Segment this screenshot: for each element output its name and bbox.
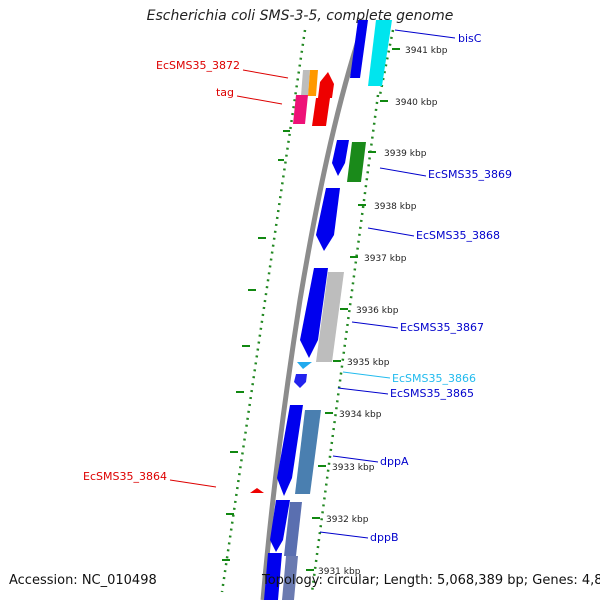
cds-secondary (282, 20, 392, 600)
gene-leader-line (169, 479, 217, 488)
tick-label: 3937 kbp (364, 254, 407, 264)
tick-label: 3941 kbp (405, 46, 448, 56)
gene-label[interactable]: EcSMS35_3868 (416, 229, 500, 242)
gene-leader-line (337, 387, 389, 395)
gc-skew-bars (222, 130, 290, 561)
gene-leader-line (242, 69, 289, 79)
gene-leader-line (319, 531, 369, 539)
accession-text: Accession: NC_010498 (9, 573, 157, 588)
gene-leader-line (394, 29, 456, 39)
gene-label[interactable]: tag (216, 86, 234, 99)
tick-label: 3938 kbp (374, 202, 417, 212)
gene-leader-line (332, 455, 379, 463)
tick-label: 3933 kbp (332, 463, 375, 473)
gene-label[interactable]: EcSMS35_3865 (390, 387, 474, 400)
gene-label[interactable]: dppB (370, 531, 399, 544)
gene-label[interactable]: EcSMS35_3866 (392, 372, 476, 385)
gene-label[interactable]: bisC (458, 32, 482, 45)
gene-label[interactable]: EcSMS35_3864 (83, 470, 167, 483)
tick-label: 3932 kbp (326, 515, 369, 525)
tick-label: 3939 kbp (384, 149, 427, 159)
gene-label[interactable]: dppA (380, 455, 409, 468)
gene-label[interactable]: EcSMS35_3869 (428, 168, 512, 181)
tick-label: 3931 kbp (318, 567, 361, 577)
topology-summary: Topology: circular; Length: 5,068,389 bp… (262, 573, 600, 588)
gene-label[interactable]: EcSMS35_3872 (156, 59, 240, 72)
gene-label[interactable]: EcSMS35_3867 (400, 321, 484, 334)
gene-leader-line (236, 95, 283, 105)
tick-group: 3941 kbp 3940 kbp 3939 kbp 3938 kbp 3937 kbp… (306, 46, 448, 577)
tick-label: 3935 kbp (347, 358, 390, 368)
genome-backbone (260, 19, 368, 600)
tick-label: 3940 kbp (395, 98, 438, 108)
gene-leader-line (351, 321, 399, 329)
tick-label: 3934 kbp (339, 410, 382, 420)
cds-forward-strand (264, 20, 368, 600)
gene-leader-line (342, 371, 391, 379)
cds-left-cluster (250, 70, 334, 493)
tick-label: 3936 kbp (356, 306, 399, 316)
gene-leader-line (379, 167, 427, 177)
gene-leader-line (367, 227, 415, 237)
